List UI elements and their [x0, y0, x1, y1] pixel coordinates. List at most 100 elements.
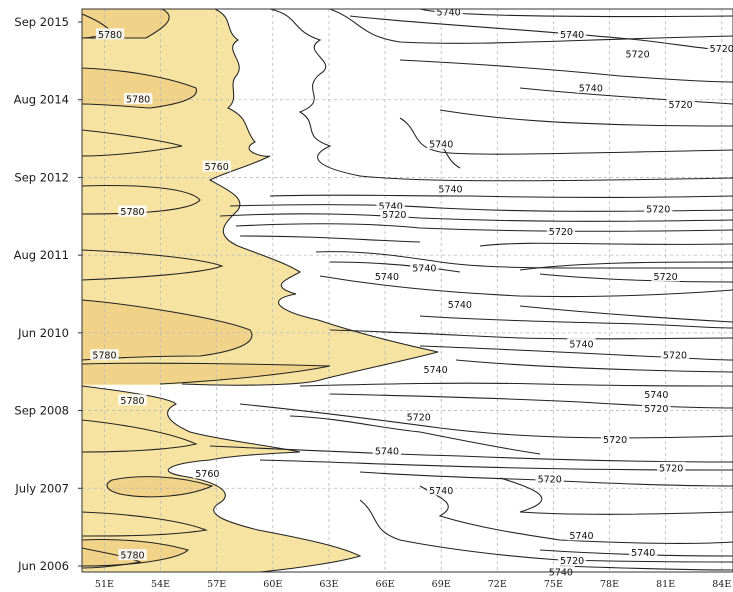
- contour-label-bg: [376, 200, 405, 212]
- contour-label: 5740: [375, 272, 399, 283]
- x-tick-label: 57E: [207, 579, 226, 590]
- contour-label: 5740: [423, 365, 447, 376]
- contour-label-bg: [426, 138, 456, 150]
- contour-label: 5740: [579, 83, 603, 94]
- contour-label-bg: [546, 225, 576, 237]
- contour-label: 5720: [626, 50, 650, 61]
- contour-label-bg: [657, 461, 686, 473]
- contour-label: 5740: [437, 7, 461, 18]
- x-tick-label: 69E: [432, 579, 451, 590]
- contour-label-bg: [535, 473, 564, 485]
- contour-label: 5780: [126, 95, 150, 106]
- contour-label-bg: [118, 205, 147, 217]
- contour-label-bg: [557, 554, 587, 566]
- contour-label: 5740: [569, 339, 593, 350]
- x-tick-label: 66E: [376, 579, 395, 590]
- x-tick-label: 51E: [95, 579, 114, 590]
- contour-label-bg: [600, 433, 630, 445]
- contour-label-bg: [567, 529, 596, 541]
- contour-label-bg: [95, 28, 125, 40]
- contour-label-bg: [567, 337, 596, 349]
- contour-label-bg: [660, 349, 690, 361]
- y-tick-label: Sep 2008: [14, 404, 69, 418]
- y-tick-label: Sep 2015: [14, 15, 69, 29]
- contour-label-bg: [445, 298, 475, 310]
- contour-label-bg: [193, 467, 222, 479]
- x-tick-label: 78E: [600, 579, 619, 590]
- contour-label-bg: [410, 261, 439, 273]
- contour-label: 5720: [549, 227, 573, 238]
- contour-label-bg: [426, 484, 456, 496]
- contour-label: 5760: [195, 469, 219, 480]
- contour-label-bg: [118, 394, 147, 406]
- contour-label: 5740: [429, 140, 453, 151]
- contour-label: 5720: [407, 413, 431, 424]
- contour-label: 5740: [412, 263, 436, 274]
- contour-label-bg: [372, 270, 402, 282]
- contour-label: 5740: [569, 531, 593, 542]
- contour-label-bg: [557, 28, 587, 40]
- contour-label: 5720: [603, 435, 627, 446]
- contour-label: 5780: [120, 396, 144, 407]
- contour-label: 5720: [654, 272, 678, 283]
- contour-lines: [82, 9, 733, 572]
- contour-label-bg: [576, 81, 606, 93]
- contour-label-bg: [118, 549, 147, 561]
- plot-frame: [81, 8, 733, 573]
- x-tick-label: 75E: [544, 579, 563, 590]
- contour-label: 5720: [659, 463, 683, 474]
- contour-label-bg: [421, 363, 450, 375]
- contour-label: 5720: [644, 404, 668, 415]
- contour-label: 5720: [560, 556, 584, 567]
- contour-label: 5740: [560, 30, 584, 41]
- y-axis: Sep 2015 Aug 2014 Sep 2012 Aug 2011 Jun 2010…: [14, 15, 82, 573]
- contour-label: 5720: [382, 210, 406, 221]
- contour-label: 5720: [663, 351, 687, 362]
- x-tick-label: 84E: [712, 579, 731, 590]
- x-tick-label: 63E: [319, 579, 338, 590]
- contour-label-bg: [434, 5, 463, 17]
- contour-label-bg: [123, 93, 153, 105]
- contour-label-bg: [651, 270, 680, 282]
- contour-label-bg: [629, 546, 658, 558]
- x-tick-label: 72E: [488, 579, 507, 590]
- contour-label-bg: [642, 402, 671, 414]
- contour-label-bg: [380, 208, 409, 220]
- contour-label: 5780: [98, 30, 122, 41]
- contour-label-bg: [666, 98, 695, 110]
- contour-label-bg: [642, 388, 671, 400]
- x-tick-label: 54E: [151, 579, 170, 590]
- contour-label: 5740: [448, 300, 472, 311]
- y-tick-label: Jun 2010: [17, 326, 69, 340]
- contour-label: 5780: [120, 207, 144, 218]
- contour-label: 5740: [379, 202, 403, 213]
- contour-label: 5720: [669, 100, 693, 111]
- contour-label-bg: [436, 183, 465, 195]
- contour-label: 5740: [631, 548, 655, 559]
- contour-label-bg: [643, 202, 673, 214]
- y-tick-label: Sep 2012: [14, 170, 69, 184]
- contour-label-bg: [372, 444, 402, 456]
- contour-label: 5740: [644, 390, 668, 401]
- contour-label: 5740: [438, 185, 462, 196]
- y-tick-label: Jun 2006: [17, 559, 69, 573]
- contour-label-bg: [202, 160, 231, 172]
- y-tick-label: Aug 2014: [14, 93, 69, 107]
- x-axis: 51E 54E 57E 60E 63E 66E 69E 72E 75E 78E 81E 84E: [95, 579, 731, 590]
- x-tick-label: 81E: [656, 579, 675, 590]
- contour-label: 5780: [120, 551, 144, 562]
- contour-label: 5760: [205, 162, 229, 173]
- contour-label: 5740: [375, 446, 399, 457]
- contour-label: 5720: [710, 44, 733, 55]
- y-tick-label: Aug 2011: [14, 248, 69, 262]
- contour-label: 5720: [646, 204, 670, 215]
- contour-label-bg: [623, 48, 652, 60]
- contour-label-bg: [404, 411, 433, 423]
- contour-label: 5780: [92, 351, 116, 362]
- contour-label-bg: [707, 42, 733, 54]
- contour-label: 5740: [429, 486, 453, 497]
- contour-label-bg: [90, 349, 119, 361]
- contour-label: 5740: [549, 568, 573, 579]
